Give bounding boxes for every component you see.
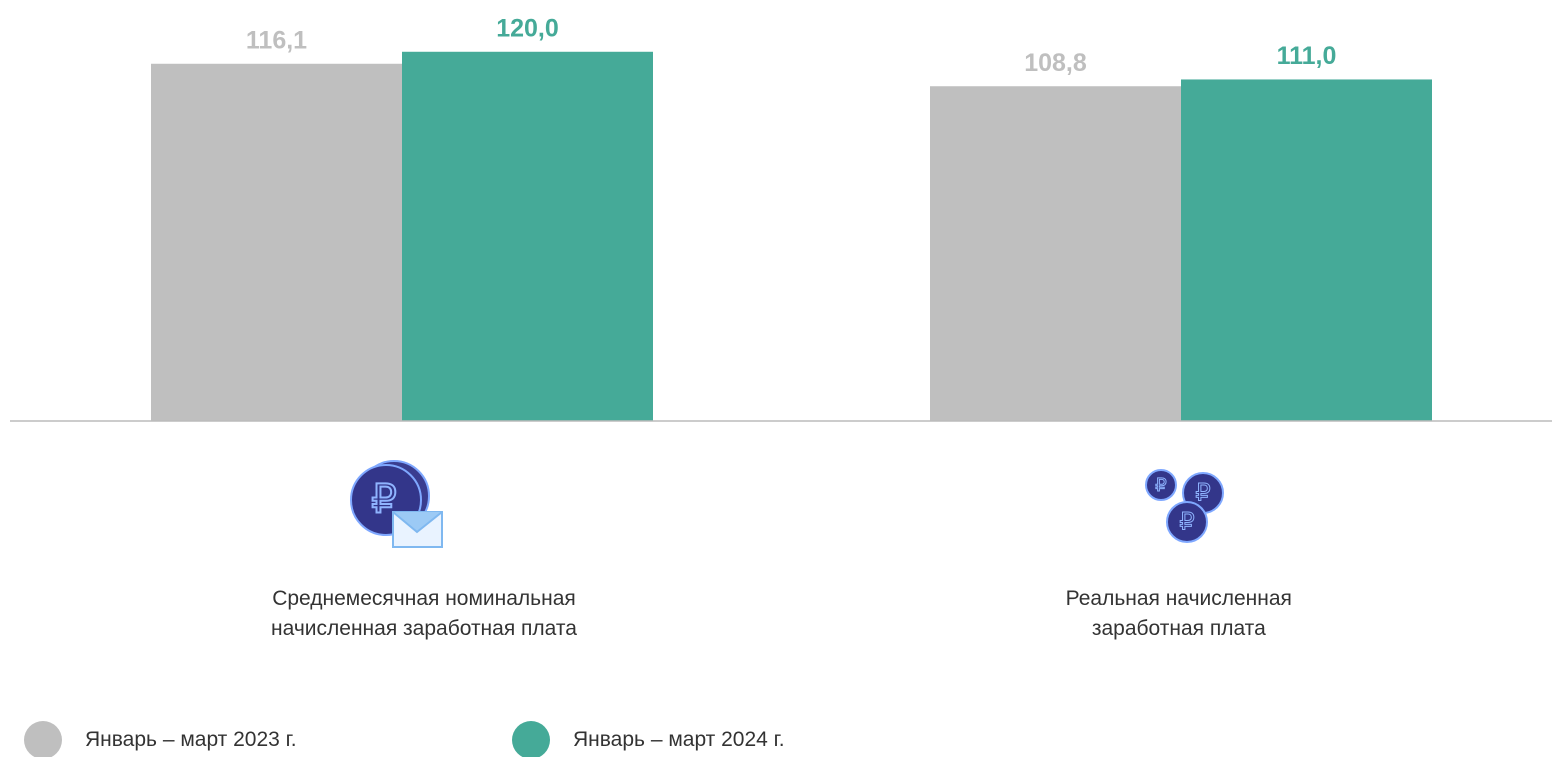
data-label: 111,0 (1277, 42, 1337, 70)
bar (402, 51, 653, 422)
x-category-label: Среднемесячная номинальная начисленная з… (271, 587, 577, 640)
bar (930, 86, 1181, 421)
data-label: 108,8 (1024, 49, 1087, 77)
icon-wage: ₽ (350, 460, 443, 548)
legend-swatch (512, 721, 550, 757)
x-category-label: Реальная начисленная заработная плата (1065, 587, 1292, 640)
data-label: 116,1 (246, 26, 307, 54)
legend-label: Январь – март 2024 г. (573, 728, 785, 751)
legend-swatch (24, 721, 62, 757)
svg-text:₽: ₽ (1195, 479, 1210, 506)
icon-coins: ₽ ₽ ₽ (1145, 469, 1224, 543)
svg-text:₽: ₽ (1155, 475, 1166, 495)
svg-text:₽: ₽ (1179, 508, 1194, 535)
legend-label: Январь – март 2023 г. (85, 728, 297, 751)
data-label: 120,0 (496, 14, 559, 42)
bar (151, 63, 402, 422)
bar (1181, 79, 1432, 421)
